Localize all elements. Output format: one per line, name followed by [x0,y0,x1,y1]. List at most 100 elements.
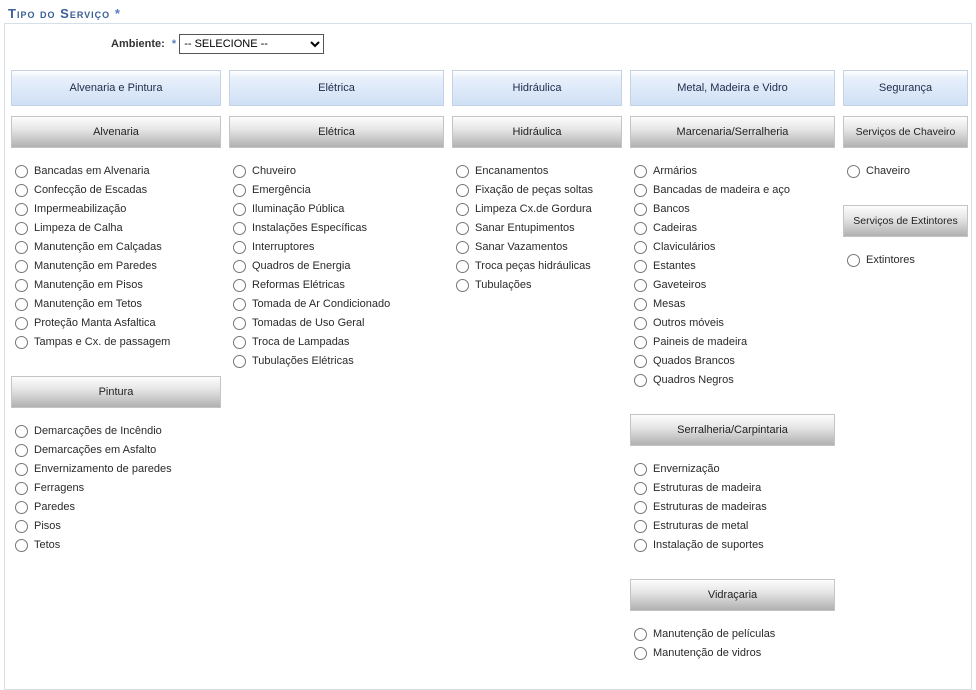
service-option-label[interactable]: Quados Brancos [653,354,735,369]
service-option[interactable]: Chuveiro [231,162,444,181]
service-option[interactable]: Gaveteiros [632,276,835,295]
service-option[interactable]: Proteção Manta Asfaltica [13,314,221,333]
service-option-label[interactable]: Armários [653,164,697,179]
service-radio[interactable] [15,241,28,254]
service-option-label[interactable]: Bancadas em Alvenaria [34,164,150,179]
service-radio[interactable] [634,184,647,197]
service-option[interactable]: Paredes [13,498,221,517]
service-option[interactable]: Envernização [632,460,835,479]
service-option-label[interactable]: Tomadas de Uso Geral [252,316,365,331]
service-option[interactable]: Emergência [231,181,444,200]
service-option[interactable]: Manutenção em Tetos [13,295,221,314]
service-option[interactable]: Tubulações Elétricas [231,352,444,371]
service-option-label[interactable]: Paineis de madeira [653,335,747,350]
service-radio[interactable] [634,279,647,292]
service-option-label[interactable]: Extintores [866,253,915,268]
service-option[interactable]: Envernizamento de paredes [13,460,221,479]
service-option-label[interactable]: Interruptores [252,240,314,255]
service-option[interactable]: Iluminação Pública [231,200,444,219]
service-radio[interactable] [634,165,647,178]
service-radio[interactable] [634,203,647,216]
service-option[interactable]: Quados Brancos [632,352,835,371]
service-option[interactable]: Fixação de peças soltas [454,181,622,200]
service-option-label[interactable]: Reformas Elétricas [252,278,345,293]
service-option-label[interactable]: Estruturas de madeira [653,481,761,496]
service-radio[interactable] [634,222,647,235]
service-option[interactable]: Demarcações em Asfalto [13,441,221,460]
service-radio[interactable] [15,336,28,349]
service-option[interactable]: Tomadas de Uso Geral [231,314,444,333]
service-radio[interactable] [847,254,860,267]
service-option[interactable]: Chaveiro [845,162,968,181]
service-option-label[interactable]: Paredes [34,500,75,515]
service-option[interactable]: Encanamentos [454,162,622,181]
service-option[interactable]: Extintores [845,251,968,270]
service-option[interactable]: Demarcações de Incêndio [13,422,221,441]
service-radio[interactable] [15,165,28,178]
service-radio[interactable] [634,317,647,330]
service-option[interactable]: Reformas Elétricas [231,276,444,295]
service-option-label[interactable]: Chaveiro [866,164,910,179]
service-radio[interactable] [233,279,246,292]
service-option-label[interactable]: Cadeiras [653,221,697,236]
service-option[interactable]: Armários [632,162,835,181]
service-option[interactable]: Sanar Entupimentos [454,219,622,238]
service-option-label[interactable]: Tampas e Cx. de passagem [34,335,170,350]
service-option[interactable]: Instalações Específicas [231,219,444,238]
service-radio[interactable] [634,374,647,387]
service-radio[interactable] [634,628,647,641]
service-radio[interactable] [456,165,469,178]
service-radio[interactable] [233,336,246,349]
service-radio[interactable] [634,501,647,514]
service-option-label[interactable]: Proteção Manta Asfaltica [34,316,156,331]
service-option-label[interactable]: Outros móveis [653,316,724,331]
service-option-label[interactable]: Troca peças hidráulicas [475,259,591,274]
service-radio[interactable] [15,279,28,292]
service-radio[interactable] [233,355,246,368]
service-option[interactable]: Outros móveis [632,314,835,333]
service-option-label[interactable]: Estruturas de metal [653,519,748,534]
service-option[interactable]: Manutenção em Calçadas [13,238,221,257]
service-option[interactable]: Sanar Vazamentos [454,238,622,257]
service-radio[interactable] [456,241,469,254]
service-radio[interactable] [634,482,647,495]
service-option[interactable]: Manutenção em Paredes [13,257,221,276]
service-radio[interactable] [233,260,246,273]
service-radio[interactable] [233,317,246,330]
service-option-label[interactable]: Ferragens [34,481,84,496]
service-option[interactable]: Quadros Negros [632,371,835,390]
service-option[interactable]: Instalação de suportes [632,536,835,555]
service-option-label[interactable]: Pisos [34,519,61,534]
service-option-label[interactable]: Manutenção em Paredes [34,259,157,274]
service-option[interactable]: Quadros de Energia [231,257,444,276]
service-radio[interactable] [15,298,28,311]
service-radio[interactable] [15,482,28,495]
service-radio[interactable] [634,539,647,552]
service-option-label[interactable]: Chuveiro [252,164,296,179]
service-option-label[interactable]: Gaveteiros [653,278,706,293]
service-option-label[interactable]: Claviculários [653,240,715,255]
service-option-label[interactable]: Fixação de peças soltas [475,183,593,198]
service-radio[interactable] [634,336,647,349]
service-option[interactable]: Claviculários [632,238,835,257]
service-radio[interactable] [634,647,647,660]
service-radio[interactable] [634,241,647,254]
service-option[interactable]: Cadeiras [632,219,835,238]
service-option[interactable]: Bancadas de madeira e aço [632,181,835,200]
service-radio[interactable] [15,520,28,533]
service-radio[interactable] [456,203,469,216]
service-option[interactable]: Limpeza de Calha [13,219,221,238]
service-option[interactable]: Mesas [632,295,835,314]
service-radio[interactable] [15,203,28,216]
service-radio[interactable] [15,539,28,552]
service-radio[interactable] [233,241,246,254]
service-radio[interactable] [233,298,246,311]
service-option[interactable]: Troca peças hidráulicas [454,257,622,276]
service-option[interactable]: Tampas e Cx. de passagem [13,333,221,352]
service-option[interactable]: Bancadas em Alvenaria [13,162,221,181]
service-option-label[interactable]: Mesas [653,297,685,312]
service-radio[interactable] [15,425,28,438]
service-option-label[interactable]: Manutenção de películas [653,627,775,642]
service-option-label[interactable]: Manutenção de vidros [653,646,761,661]
service-option-label[interactable]: Manutenção em Pisos [34,278,143,293]
